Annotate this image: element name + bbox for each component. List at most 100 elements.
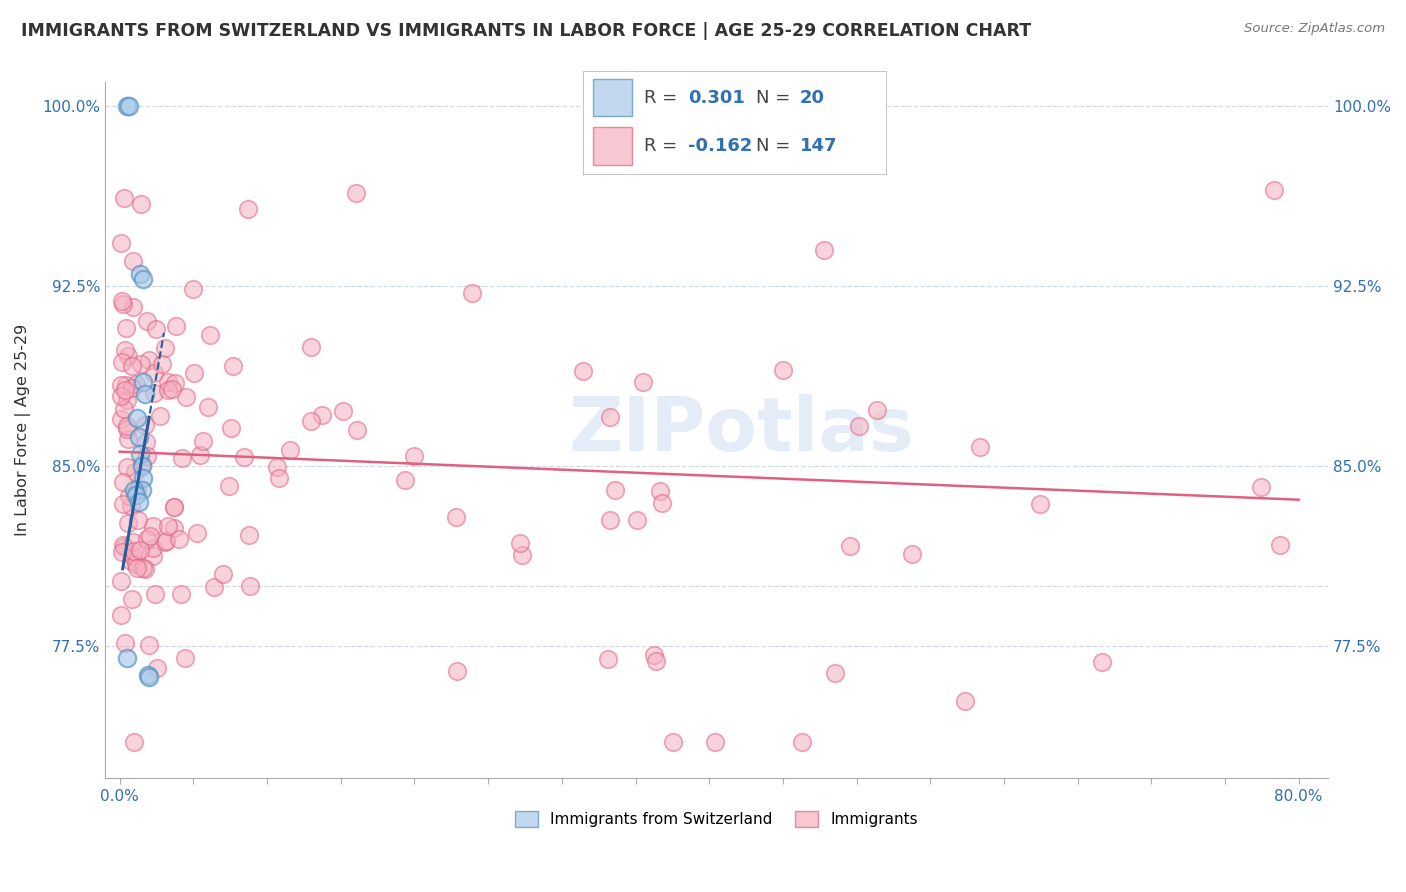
Immigrants bbox=[510, 549, 533, 563]
Immigrants bbox=[138, 352, 160, 367]
Immigrants bbox=[134, 418, 156, 433]
Immigrants bbox=[188, 448, 211, 462]
Immigrants bbox=[121, 592, 143, 607]
Immigrants bbox=[112, 297, 135, 311]
Immigrants bbox=[605, 483, 627, 497]
Immigrants bbox=[848, 419, 870, 434]
Immigrants bbox=[132, 560, 155, 574]
Immigrants bbox=[112, 497, 135, 511]
Immigrants from Switzerland bbox=[117, 99, 139, 113]
Immigrants bbox=[596, 652, 619, 666]
Immigrants from Switzerland bbox=[115, 99, 138, 113]
Immigrants bbox=[901, 548, 924, 562]
Immigrants bbox=[139, 529, 162, 543]
Immigrants bbox=[121, 382, 143, 396]
Legend: Immigrants from Switzerland, Immigrants: Immigrants from Switzerland, Immigrants bbox=[509, 805, 924, 833]
Immigrants bbox=[149, 409, 172, 424]
Immigrants bbox=[866, 402, 889, 417]
Immigrants bbox=[125, 483, 148, 498]
Immigrants bbox=[165, 319, 187, 334]
Immigrants bbox=[1263, 183, 1285, 197]
Immigrants bbox=[129, 542, 152, 557]
Immigrants bbox=[143, 366, 166, 380]
Immigrants bbox=[115, 378, 138, 392]
Immigrants bbox=[124, 465, 146, 479]
Immigrants bbox=[115, 418, 138, 433]
Text: R =: R = bbox=[644, 136, 683, 154]
Immigrants bbox=[146, 661, 169, 675]
Immigrants bbox=[402, 449, 425, 463]
Immigrants bbox=[662, 735, 685, 749]
Immigrants bbox=[650, 496, 672, 510]
Immigrants bbox=[110, 412, 132, 426]
Immigrants from Switzerland bbox=[128, 430, 150, 444]
Immigrants bbox=[572, 363, 595, 377]
Immigrants from Switzerland bbox=[115, 651, 138, 665]
Immigrants bbox=[299, 340, 322, 354]
Immigrants bbox=[198, 328, 221, 343]
Immigrants bbox=[181, 282, 204, 296]
Immigrants bbox=[134, 562, 156, 576]
Immigrants bbox=[197, 401, 219, 415]
Bar bbox=[592, 127, 631, 165]
Immigrants bbox=[111, 355, 134, 369]
Immigrants bbox=[163, 500, 186, 515]
Immigrants bbox=[111, 545, 134, 559]
Immigrants from Switzerland bbox=[128, 495, 150, 509]
Text: 147: 147 bbox=[800, 136, 837, 154]
Text: N =: N = bbox=[756, 88, 796, 106]
Immigrants bbox=[969, 441, 991, 455]
Immigrants bbox=[169, 532, 191, 546]
Immigrants bbox=[111, 539, 134, 553]
Immigrants from Switzerland bbox=[131, 483, 153, 497]
Immigrants bbox=[1268, 538, 1291, 552]
Immigrants bbox=[112, 191, 135, 205]
Immigrants bbox=[174, 391, 197, 405]
Immigrants bbox=[955, 694, 977, 708]
Immigrants bbox=[156, 519, 179, 533]
Immigrants bbox=[792, 735, 814, 749]
Immigrants bbox=[704, 735, 727, 749]
Bar bbox=[592, 78, 631, 117]
Text: N =: N = bbox=[756, 136, 796, 154]
Immigrants bbox=[122, 300, 145, 314]
Immigrants bbox=[626, 513, 648, 527]
Immigrants from Switzerland bbox=[124, 483, 146, 497]
Immigrants bbox=[186, 525, 208, 540]
Immigrants bbox=[1250, 480, 1272, 494]
Immigrants bbox=[222, 359, 245, 374]
Immigrants bbox=[127, 513, 149, 527]
Immigrants bbox=[173, 651, 195, 665]
Immigrants bbox=[163, 376, 186, 390]
Immigrants bbox=[142, 518, 165, 533]
Text: ZIPotlas: ZIPotlas bbox=[568, 393, 914, 467]
Immigrants bbox=[142, 541, 165, 555]
Immigrants bbox=[212, 567, 235, 582]
Immigrants bbox=[125, 561, 148, 575]
Immigrants bbox=[114, 383, 136, 397]
Immigrants from Switzerland bbox=[127, 411, 149, 425]
Immigrants bbox=[299, 414, 322, 428]
Immigrants bbox=[813, 244, 835, 258]
Immigrants bbox=[112, 540, 135, 554]
Immigrants bbox=[115, 422, 138, 436]
Immigrants bbox=[145, 322, 167, 336]
Immigrants bbox=[191, 434, 214, 449]
Immigrants bbox=[115, 459, 138, 474]
Immigrants bbox=[122, 544, 145, 558]
Immigrants bbox=[110, 378, 132, 392]
Immigrants bbox=[121, 359, 143, 373]
Immigrants bbox=[157, 383, 180, 397]
Immigrants bbox=[115, 392, 138, 407]
Immigrants bbox=[643, 648, 665, 662]
Immigrants bbox=[143, 587, 166, 601]
Immigrants bbox=[138, 638, 160, 652]
Immigrants bbox=[824, 666, 846, 681]
Immigrants bbox=[142, 549, 165, 563]
Text: Source: ZipAtlas.com: Source: ZipAtlas.com bbox=[1244, 22, 1385, 36]
Immigrants bbox=[122, 549, 145, 563]
Text: IMMIGRANTS FROM SWITZERLAND VS IMMIGRANTS IN LABOR FORCE | AGE 25-29 CORRELATION: IMMIGRANTS FROM SWITZERLAND VS IMMIGRANT… bbox=[21, 22, 1031, 40]
Immigrants bbox=[111, 293, 134, 308]
Immigrants bbox=[269, 470, 291, 484]
Text: 0.301: 0.301 bbox=[688, 88, 745, 106]
